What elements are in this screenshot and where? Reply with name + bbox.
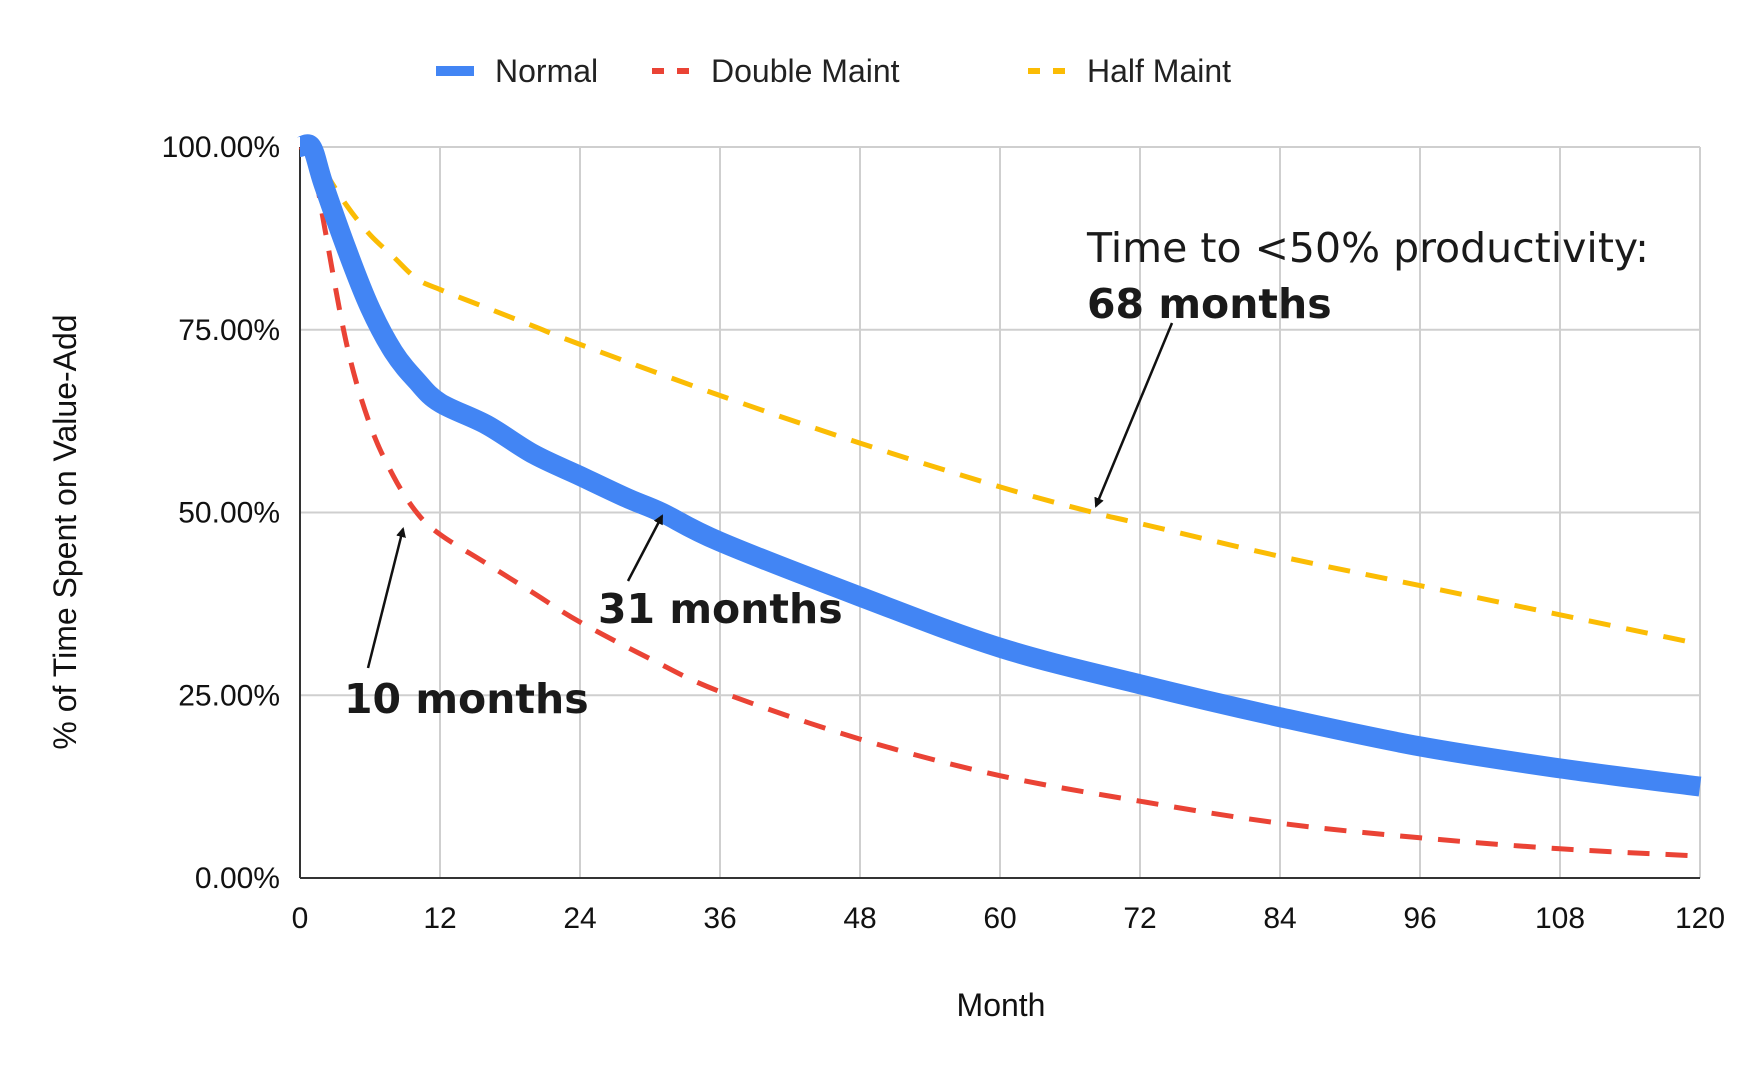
legend-label: Half Maint bbox=[1087, 53, 1231, 89]
annotation-1: Time to <50% productivity: 68 months bbox=[1086, 224, 1649, 508]
x-axis-title: Month bbox=[957, 987, 1046, 1023]
legend-item-normal: Normal bbox=[436, 53, 598, 89]
x-tick-label: 12 bbox=[423, 902, 456, 935]
annotation-arrow bbox=[626, 514, 664, 582]
legend-item-half-maint: Half Maint bbox=[1028, 53, 1231, 89]
axes: 0 12 24 36 48 60 72 84 96 108 120 0.00% 25.00% 50.00%… bbox=[162, 131, 1725, 935]
legend-item-double-maint: Double Maint bbox=[652, 53, 900, 89]
x-tick-label: 48 bbox=[843, 902, 876, 935]
x-tick-label: 24 bbox=[563, 902, 596, 935]
annotation-text: 68 months bbox=[1087, 280, 1332, 328]
x-tick-label: 0 bbox=[292, 902, 309, 935]
x-tick-label: 120 bbox=[1675, 902, 1725, 935]
y-axis-title: % of Time Spent on Value-Add bbox=[47, 314, 83, 749]
x-tick-label: 72 bbox=[1123, 902, 1156, 935]
annotations: Time to <50% productivity: 68 months 31 mo… bbox=[344, 224, 1649, 723]
x-tick-label: 60 bbox=[983, 902, 1016, 935]
series-line-normal bbox=[296, 134, 1702, 797]
gridlines bbox=[300, 146, 1701, 878]
annotation-text: Time to <50% productivity: bbox=[1086, 224, 1649, 272]
annotation-arrow bbox=[1094, 322, 1174, 508]
legend: Normal Double Maint Half Maint bbox=[436, 53, 1231, 89]
x-tick-label: 96 bbox=[1403, 902, 1436, 935]
legend-label: Normal bbox=[495, 53, 598, 89]
y-tick-label: 50.00% bbox=[178, 497, 280, 530]
y-tick-label: 25.00% bbox=[178, 679, 280, 712]
x-tick-label: 108 bbox=[1535, 902, 1585, 935]
y-tick-label: 75.00% bbox=[178, 314, 280, 347]
annotation-3: 10 months bbox=[344, 527, 589, 723]
legend-label: Double Maint bbox=[711, 53, 900, 89]
annotation-2: 31 months bbox=[598, 514, 843, 633]
y-tick-label: 0.00% bbox=[195, 862, 280, 895]
y-tick-label: 100.00% bbox=[162, 131, 280, 164]
annotation-arrow bbox=[366, 527, 406, 669]
series-lines bbox=[296, 134, 1702, 859]
x-tick-label: 36 bbox=[703, 902, 736, 935]
x-tick-label: 84 bbox=[1263, 902, 1296, 935]
series-line-double-maint bbox=[298, 144, 1701, 859]
annotation-text: 31 months bbox=[598, 585, 843, 633]
annotation-text: 10 months bbox=[344, 675, 589, 723]
